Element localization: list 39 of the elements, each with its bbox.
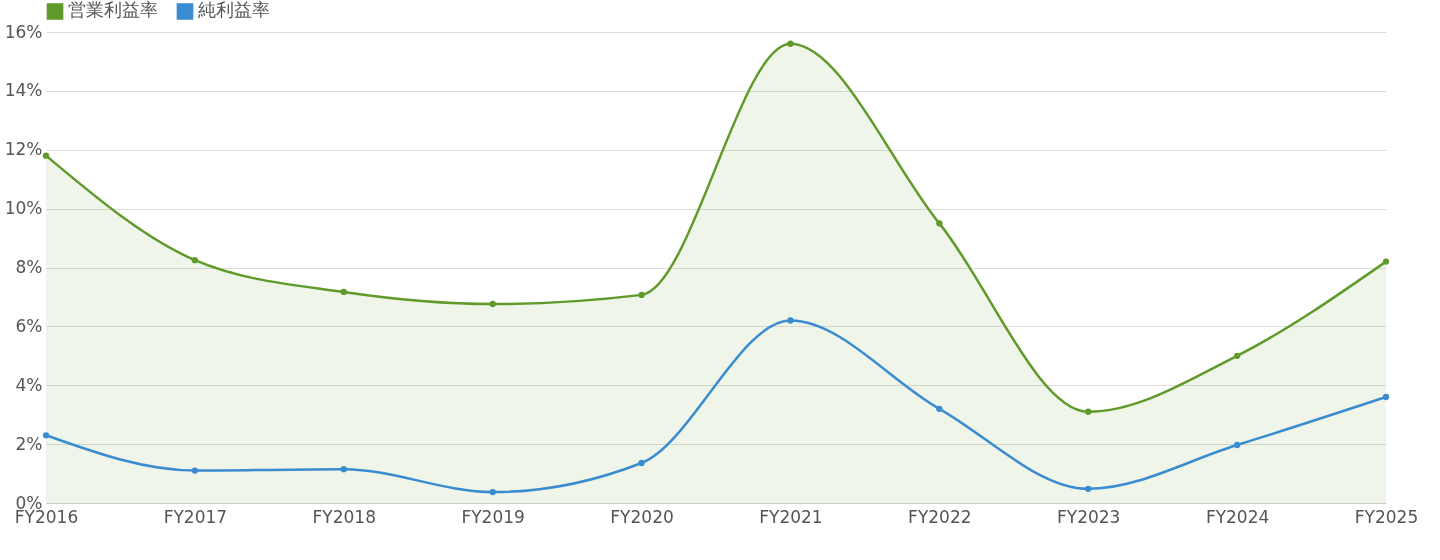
x-tick-label: FY2024 <box>1205 506 1270 527</box>
x-tick-label: FY2019 <box>461 506 525 527</box>
x-tick-label: FY2020 <box>610 506 674 527</box>
y-tick-label: 2% <box>15 433 43 454</box>
x-tick-label: FY2023 <box>1057 506 1121 527</box>
point <box>42 432 50 439</box>
x-tick-label: FY2022 <box>908 506 972 527</box>
x-tick-label: FY2021 <box>759 506 823 527</box>
y-tick-label: 4% <box>15 374 43 395</box>
point <box>936 220 943 227</box>
x-tick-label: FY2025 <box>1354 506 1419 527</box>
y-tick-label: 14% <box>4 80 43 101</box>
legend-label: 営業利益率 <box>68 0 158 21</box>
x-tick-label: FY2017 <box>163 506 228 527</box>
point <box>787 40 794 47</box>
point <box>489 488 496 496</box>
point <box>340 288 347 296</box>
point <box>1233 352 1241 359</box>
point <box>638 459 645 467</box>
point <box>191 256 199 264</box>
point <box>191 467 199 474</box>
y-tick-label: 8% <box>15 257 43 277</box>
y-tick-label: 6% <box>15 315 43 336</box>
point <box>787 317 794 324</box>
point <box>42 152 50 159</box>
point <box>1382 393 1390 401</box>
legend-label: 純利益率 <box>198 0 270 21</box>
point <box>936 405 943 412</box>
point <box>1085 408 1092 415</box>
y-tick-label: 12% <box>4 139 43 160</box>
point <box>489 300 496 308</box>
point <box>1382 258 1390 265</box>
point <box>1233 441 1241 449</box>
point <box>1085 485 1092 493</box>
point <box>340 465 347 473</box>
x-tick-label: FY2018 <box>312 506 376 527</box>
point <box>638 291 645 299</box>
y-tick-label: 10% <box>4 198 43 219</box>
y-tick-label: 16% <box>4 21 43 42</box>
